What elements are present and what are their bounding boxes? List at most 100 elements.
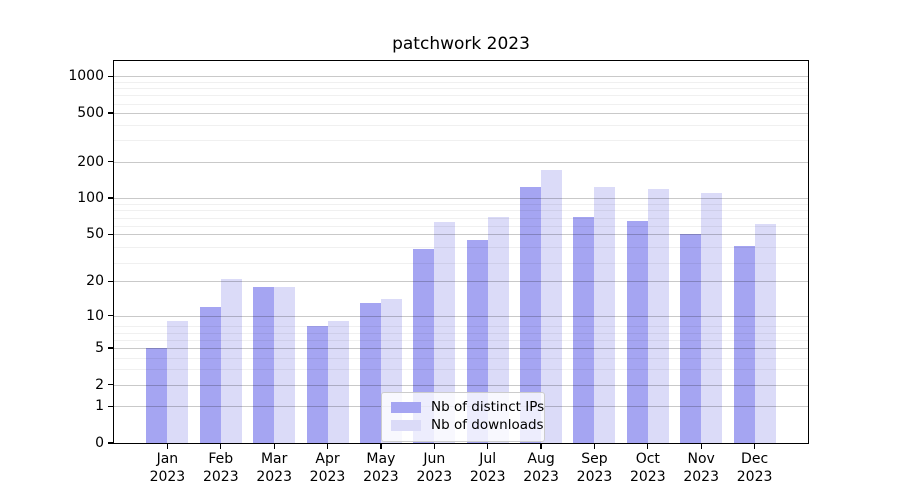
- x-tick-mark: [433, 444, 435, 449]
- y-tick-mark: [108, 405, 113, 407]
- legend-label-downloads: Nb of downloads: [431, 417, 544, 433]
- y-tick-mark: [108, 384, 113, 386]
- y-tick-mark: [108, 197, 113, 199]
- y-axis-tick-label: 10: [86, 307, 104, 324]
- x-axis-tick-label: Sep 2023: [576, 451, 613, 485]
- y-axis-tick-label: 200: [77, 153, 104, 170]
- x-tick-mark: [647, 444, 649, 449]
- x-axis-tick-label: Jun 2023: [416, 451, 453, 485]
- x-tick-mark: [380, 444, 382, 449]
- bar-downloads: [594, 186, 616, 443]
- minor-gridline: [114, 88, 808, 90]
- minor-gridline: [114, 95, 808, 97]
- major-gridline: [114, 198, 808, 200]
- bar-downloads: [647, 188, 669, 443]
- minor-gridline: [114, 332, 808, 334]
- minor-gridline: [114, 369, 808, 371]
- x-axis-tick-label: Aug 2023: [523, 451, 559, 485]
- major-gridline: [114, 113, 808, 115]
- x-tick-mark: [273, 444, 275, 449]
- y-tick-mark: [108, 233, 113, 235]
- x-tick-mark: [487, 444, 489, 449]
- y-axis-tick-label: 20: [86, 273, 104, 290]
- plot-area: Nb of distinct IPs Nb of downloads: [113, 60, 809, 444]
- bar-distinct-ips: [199, 306, 221, 443]
- y-axis-tick-label: 1000: [68, 68, 104, 85]
- minor-gridline: [114, 204, 808, 206]
- major-gridline: [114, 234, 808, 236]
- x-tick-mark: [593, 444, 596, 449]
- bar-downloads: [274, 286, 296, 443]
- bar-distinct-ips: [626, 220, 648, 443]
- y-axis-tick-label: 0: [95, 435, 104, 451]
- y-axis-tick-label: 2: [95, 376, 104, 393]
- y-axis-tick-label: 5: [95, 339, 104, 356]
- bar-downloads: [167, 320, 189, 443]
- bar-distinct-ips: [253, 286, 275, 443]
- bar-distinct-ips: [520, 186, 542, 443]
- y-tick-mark: [108, 280, 113, 283]
- bar-downloads: [434, 221, 456, 443]
- x-tick-mark: [700, 444, 702, 449]
- minor-gridline: [114, 225, 808, 227]
- legend-entry-distinct-ips: Nb of distinct IPs: [391, 399, 544, 416]
- minor-gridline: [114, 262, 808, 264]
- bar-downloads: [220, 279, 242, 443]
- major-gridline: [114, 347, 808, 349]
- y-tick-mark: [108, 315, 113, 317]
- x-tick-mark: [326, 444, 329, 449]
- bar-distinct-ips: [680, 234, 702, 443]
- y-tick-mark: [108, 112, 113, 114]
- legend-swatch-downloads: [391, 420, 421, 431]
- minor-gridline: [114, 326, 808, 328]
- legend: Nb of distinct IPs Nb of downloads: [381, 392, 545, 442]
- bar-downloads: [487, 216, 509, 443]
- x-axis-tick-label: Jul 2023: [469, 451, 506, 485]
- chart-title: patchwork 2023: [392, 34, 530, 54]
- bars-layer: [114, 61, 808, 443]
- y-axis-tick-label: 50: [86, 226, 104, 243]
- y-axis-tick-label: 1: [95, 398, 104, 415]
- minor-gridline: [114, 247, 808, 249]
- x-axis-tick-label: Mar 2023: [256, 451, 292, 485]
- bar-distinct-ips: [306, 326, 328, 443]
- y-tick-mark: [108, 75, 113, 77]
- major-gridline: [114, 315, 808, 317]
- y-tick-mark: [108, 442, 113, 444]
- y-axis-tick-label: 500: [77, 105, 104, 122]
- minor-gridline: [114, 125, 808, 126]
- x-tick-mark: [166, 444, 169, 449]
- legend-swatch-distinct-ips: [391, 402, 421, 413]
- y-tick-mark: [108, 347, 113, 349]
- x-tick-mark: [220, 444, 222, 449]
- x-axis-tick-label: Jan 2023: [149, 451, 186, 485]
- x-axis-tick-label: Apr 2023: [309, 451, 346, 485]
- x-axis-tick-label: Oct 2023: [629, 451, 666, 485]
- bar-downloads: [327, 320, 349, 443]
- major-gridline: [114, 281, 808, 283]
- minor-gridline: [114, 217, 808, 219]
- x-axis-tick-label: Feb 2023: [202, 451, 239, 485]
- major-gridline: [114, 76, 808, 78]
- x-axis-tick-label: Nov 2023: [683, 451, 719, 485]
- bar-distinct-ips: [359, 302, 381, 443]
- grid-layer: [114, 61, 808, 443]
- major-gridline: [114, 384, 808, 386]
- minor-gridline: [114, 82, 808, 83]
- minor-gridline: [114, 357, 808, 359]
- bar-downloads: [541, 169, 563, 443]
- x-axis-tick-label: Dec 2023: [736, 451, 773, 485]
- minor-gridline: [114, 210, 808, 212]
- minor-gridline: [114, 103, 808, 105]
- y-tick-mark: [108, 160, 113, 163]
- bar-distinct-ips: [146, 347, 168, 443]
- legend-label-distinct-ips: Nb of distinct IPs: [431, 399, 545, 415]
- minor-gridline: [114, 140, 808, 142]
- bar-downloads: [754, 224, 776, 443]
- bar-distinct-ips: [573, 216, 595, 443]
- legend-entry-downloads: Nb of downloads: [391, 417, 544, 434]
- x-axis-tick-label: May 2023: [363, 451, 399, 485]
- bar-downloads: [701, 193, 723, 443]
- y-axis-tick-label: 100: [77, 190, 104, 207]
